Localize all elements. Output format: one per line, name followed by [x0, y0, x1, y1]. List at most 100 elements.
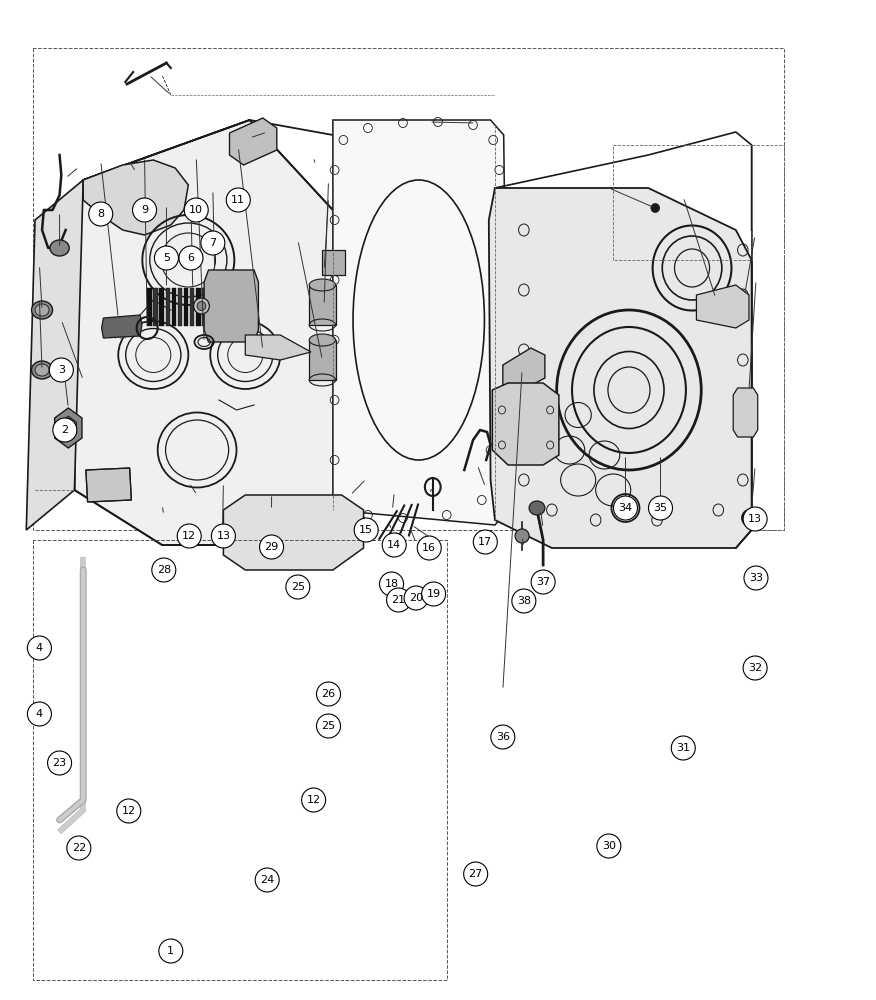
Text: 11: 11 [231, 195, 245, 205]
FancyBboxPatch shape [159, 288, 164, 326]
Ellipse shape [194, 298, 209, 314]
Circle shape [473, 530, 498, 554]
FancyBboxPatch shape [196, 288, 201, 326]
Text: 25: 25 [321, 721, 336, 731]
Polygon shape [83, 160, 188, 235]
Text: 31: 31 [676, 743, 690, 753]
Text: 15: 15 [359, 525, 373, 535]
FancyBboxPatch shape [172, 288, 176, 326]
Polygon shape [489, 188, 752, 548]
Circle shape [132, 198, 157, 222]
Polygon shape [26, 180, 83, 530]
Text: 8: 8 [97, 209, 104, 219]
Circle shape [648, 496, 673, 520]
Circle shape [159, 939, 183, 963]
Circle shape [512, 589, 536, 613]
Text: 9: 9 [141, 205, 148, 215]
Text: 4: 4 [36, 643, 43, 653]
Ellipse shape [309, 279, 336, 291]
Polygon shape [230, 118, 277, 165]
Circle shape [316, 714, 341, 738]
Circle shape [211, 524, 236, 548]
Text: 27: 27 [469, 869, 483, 879]
Circle shape [177, 524, 201, 548]
FancyBboxPatch shape [178, 288, 182, 326]
Circle shape [179, 246, 203, 270]
Circle shape [286, 575, 310, 599]
Text: 36: 36 [496, 732, 510, 742]
Circle shape [671, 736, 696, 760]
Text: 30: 30 [602, 841, 616, 851]
Circle shape [613, 496, 638, 520]
Circle shape [744, 566, 768, 590]
Circle shape [743, 656, 767, 680]
Ellipse shape [515, 529, 529, 543]
Text: 2: 2 [61, 425, 68, 435]
Polygon shape [204, 270, 258, 342]
Circle shape [152, 558, 176, 582]
Text: 12: 12 [122, 806, 136, 816]
Circle shape [743, 507, 767, 531]
FancyBboxPatch shape [153, 288, 158, 326]
Polygon shape [309, 285, 336, 325]
Text: 25: 25 [291, 582, 305, 592]
Circle shape [88, 202, 113, 226]
Polygon shape [309, 340, 336, 380]
Text: 22: 22 [72, 843, 86, 853]
Text: 33: 33 [749, 573, 763, 583]
FancyBboxPatch shape [202, 288, 207, 326]
Circle shape [67, 836, 91, 860]
Polygon shape [86, 468, 131, 502]
Ellipse shape [32, 361, 53, 379]
FancyBboxPatch shape [184, 288, 188, 326]
Text: 29: 29 [265, 542, 279, 552]
Circle shape [597, 834, 621, 858]
Ellipse shape [309, 334, 336, 346]
Text: 38: 38 [517, 596, 531, 606]
Ellipse shape [529, 501, 545, 515]
Polygon shape [503, 348, 545, 393]
FancyBboxPatch shape [190, 288, 194, 326]
FancyBboxPatch shape [215, 288, 219, 326]
Polygon shape [492, 383, 559, 465]
Text: 37: 37 [536, 577, 550, 587]
Circle shape [379, 572, 404, 596]
Text: 23: 23 [53, 758, 67, 768]
Polygon shape [54, 408, 82, 448]
Polygon shape [60, 416, 76, 440]
Circle shape [226, 188, 251, 212]
Circle shape [53, 418, 77, 442]
FancyBboxPatch shape [166, 288, 170, 326]
Polygon shape [322, 250, 345, 275]
Text: 3: 3 [58, 365, 65, 375]
Ellipse shape [32, 301, 53, 319]
Ellipse shape [197, 302, 206, 310]
Circle shape [117, 799, 141, 823]
Text: 28: 28 [157, 565, 171, 575]
Circle shape [491, 725, 515, 749]
Ellipse shape [50, 240, 69, 256]
Circle shape [201, 231, 225, 255]
Text: 6: 6 [187, 253, 194, 263]
Text: 34: 34 [618, 503, 632, 513]
Circle shape [154, 246, 179, 270]
Circle shape [386, 588, 411, 612]
Circle shape [316, 682, 341, 706]
FancyBboxPatch shape [147, 288, 152, 326]
FancyBboxPatch shape [208, 288, 213, 326]
Text: 35: 35 [653, 503, 668, 513]
Text: 18: 18 [385, 579, 399, 589]
Text: 13: 13 [216, 531, 230, 541]
Text: 19: 19 [427, 589, 441, 599]
Circle shape [404, 586, 428, 610]
Circle shape [27, 636, 52, 660]
Text: 21: 21 [392, 595, 406, 605]
Circle shape [417, 536, 442, 560]
Circle shape [184, 198, 208, 222]
Circle shape [27, 702, 52, 726]
Text: 5: 5 [163, 253, 170, 263]
Circle shape [47, 751, 72, 775]
Text: 32: 32 [748, 663, 762, 673]
Text: 7: 7 [209, 238, 216, 248]
Polygon shape [733, 388, 758, 437]
